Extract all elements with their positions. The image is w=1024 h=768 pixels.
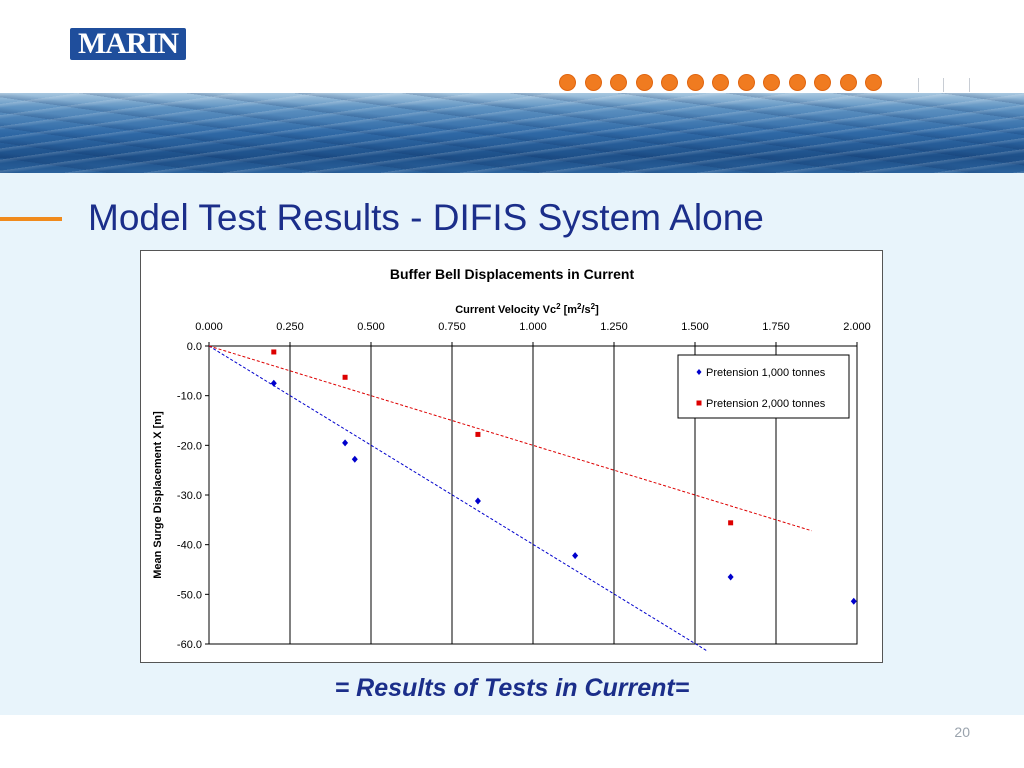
y-axis-label: Mean Surge Displacement X [m] <box>152 411 164 579</box>
ocean-banner-image <box>0 93 1024 173</box>
x-axis-label-part: Current Velocity Vc <box>455 304 556 316</box>
title-accent-bar <box>0 217 62 221</box>
data-point-pretension-1000 <box>351 455 358 463</box>
data-point-pretension-2000 <box>728 520 734 526</box>
y-tick-label: -10.0 <box>177 391 202 403</box>
legend-label: Pretension 1,000 tonnes <box>706 367 826 379</box>
x-tick-label: 0.250 <box>276 321 304 333</box>
orange-dot <box>610 74 627 91</box>
x-axis-label-part: ] <box>595 304 599 316</box>
x-tick-label: 0.000 <box>195 321 223 333</box>
trendline-pretension-2000 <box>208 345 812 532</box>
x-axis-label-part: 2 <box>577 302 582 311</box>
orange-dot <box>839 74 857 91</box>
legend-marker-pretension-2000 <box>696 400 702 406</box>
orange-dot <box>788 74 806 91</box>
chart-panel: Buffer Bell Displacements in Current Curr… <box>140 250 883 663</box>
footer-area <box>0 715 1024 768</box>
orange-dot <box>814 74 831 91</box>
legend-box <box>677 354 850 419</box>
x-tick-label: 0.500 <box>357 321 385 333</box>
data-point-pretension-1000 <box>850 597 857 605</box>
slide-caption: = Results of Tests in Current= <box>334 674 690 702</box>
y-tick-label: -60.0 <box>177 639 202 651</box>
trendline-pretension-1000 <box>208 345 709 652</box>
page-number: 20 <box>954 724 970 740</box>
orange-dot <box>559 74 576 91</box>
data-point-pretension-1000 <box>270 379 277 387</box>
data-point-pretension-1000 <box>474 497 481 505</box>
y-tick-label: -30.0 <box>177 490 202 502</box>
x-axis-label-part: 2 <box>591 302 596 311</box>
scatter-chart: Buffer Bell Displacements in Current Curr… <box>152 266 871 652</box>
x-tick-label: 1.500 <box>681 321 709 333</box>
x-tick-label: 1.000 <box>519 321 547 333</box>
x-tick-label: 1.750 <box>762 321 790 333</box>
marin-logo: MARIN <box>70 28 186 60</box>
orange-dot <box>737 74 755 91</box>
x-axis-label-part: /s <box>581 304 590 316</box>
legend-marker-pretension-1000 <box>696 369 702 375</box>
data-point-pretension-2000 <box>475 431 481 437</box>
orange-dot <box>584 74 602 91</box>
data-point-pretension-2000 <box>271 349 277 355</box>
data-point-pretension-1000 <box>342 439 349 447</box>
x-axis-label: Current Velocity Vc2 [m2/s2] <box>455 302 599 316</box>
data-point-pretension-2000 <box>342 374 348 380</box>
legend-label: Pretension 2,000 tonnes <box>706 398 826 410</box>
x-axis-label-part: [m <box>561 304 578 316</box>
grey-tick <box>968 78 970 92</box>
grey-tick <box>917 78 919 92</box>
orange-dot <box>865 74 882 91</box>
orange-dot <box>635 74 653 91</box>
grey-tick <box>943 78 944 92</box>
x-axis-label-part: 2 <box>556 302 561 311</box>
chart-title: Buffer Bell Displacements in Current <box>390 266 635 282</box>
y-tick-label: 0.0 <box>187 341 202 353</box>
slide-title: Model Test Results - DIFIS System Alone <box>88 197 764 238</box>
orange-dot <box>763 74 780 91</box>
data-point-pretension-1000 <box>727 573 734 581</box>
orange-dot <box>661 74 678 91</box>
orange-dot <box>712 74 729 91</box>
orange-dot <box>686 74 704 91</box>
y-tick-label: -50.0 <box>177 589 202 601</box>
x-tick-label: 2.000 <box>843 321 871 333</box>
y-tick-label: -40.0 <box>177 540 202 552</box>
x-tick-label: 0.750 <box>438 321 466 333</box>
x-tick-label: 1.250 <box>600 321 628 333</box>
y-tick-label: -20.0 <box>177 440 202 452</box>
data-point-pretension-1000 <box>572 552 579 560</box>
